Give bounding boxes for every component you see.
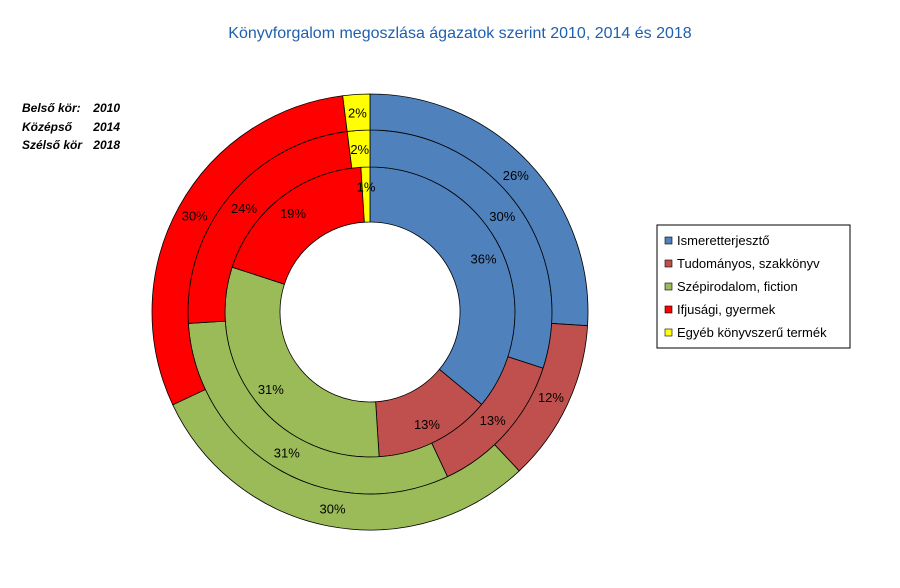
ring-2018-label-4: 2% bbox=[348, 105, 367, 120]
doughnut-labels: 36% 13% 31% 19% 1% 30% 13% 31% 24% 2% 26% 12% 30% 30%… bbox=[182, 105, 565, 516]
ring-2014-label-4: 2% bbox=[350, 142, 369, 157]
legend-swatch-1 bbox=[664, 259, 673, 268]
ring-2014-label-2: 31% bbox=[274, 446, 300, 461]
legend-swatch-3 bbox=[664, 305, 673, 314]
legend-label-0: Ismeretterjesztő bbox=[677, 233, 769, 248]
ring-2018-label-0: 26% bbox=[503, 168, 529, 183]
ring-2018-label-1: 12% bbox=[538, 390, 564, 405]
ring-2010-label-4: 1% bbox=[357, 180, 376, 195]
ring-2018-label-3: 30% bbox=[182, 209, 208, 224]
ring-2010-label-0: 36% bbox=[471, 252, 497, 267]
ring-2014-label-3: 24% bbox=[231, 201, 257, 216]
ring-2018-label-2: 30% bbox=[320, 501, 346, 516]
ring-key-year-middle: 2014 bbox=[92, 120, 120, 134]
legend-swatch-2 bbox=[664, 282, 673, 291]
ring-2014-label-1: 13% bbox=[480, 413, 506, 428]
ring-2014-label-0: 30% bbox=[489, 209, 515, 224]
ring-key-year-outer: 2018 bbox=[92, 138, 120, 152]
doughnut-rings bbox=[151, 93, 589, 531]
ring-2010-label-3: 19% bbox=[280, 206, 306, 221]
legend-box bbox=[656, 224, 851, 349]
ring-key-label-middle: Középső bbox=[22, 120, 73, 134]
ring-key: Belső kör: 2010 Középső 2014 Szélső kör … bbox=[22, 101, 120, 152]
legend-label-3: Ifjusági, gyermek bbox=[677, 302, 776, 317]
legend-swatch-0 bbox=[664, 236, 673, 245]
ring-key-year-inner: 2010 bbox=[92, 101, 120, 115]
ring-2010-label-1: 13% bbox=[414, 417, 440, 432]
legend-swatch-4 bbox=[664, 328, 673, 337]
ring-2018-segment-4 bbox=[342, 93, 371, 132]
legend-label-4: Egyéb könyvszerű termék bbox=[677, 325, 827, 340]
legend-label-1: Tudományos, szakkönyv bbox=[677, 256, 820, 271]
ring-key-label-inner: Belső kör: bbox=[22, 101, 81, 115]
ring-2010-label-2: 31% bbox=[258, 382, 284, 397]
chart-title: Könyvforgalom megoszlása ágazatok szerin… bbox=[228, 25, 692, 42]
legend-label-2: Szépirodalom, fiction bbox=[677, 279, 798, 294]
legend: Ismeretterjesztő Tudományos, szakkönyv Szé… bbox=[656, 224, 851, 349]
ring-key-label-outer: Szélső kör bbox=[22, 138, 83, 152]
